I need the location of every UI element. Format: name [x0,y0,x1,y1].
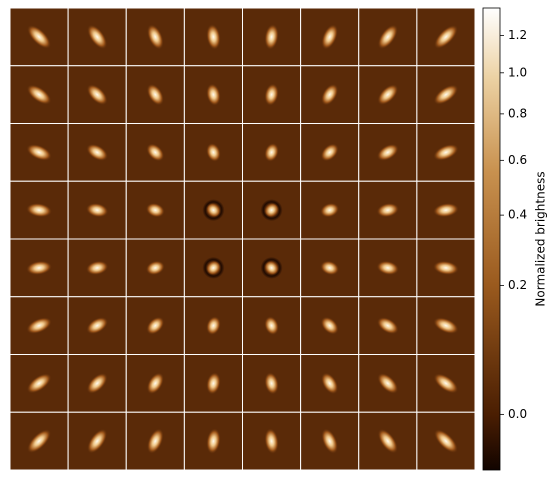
colorbar [482,7,501,471]
tile [125,296,185,355]
psf-spot [432,202,459,218]
psf-spot [377,24,398,50]
psf-ring [202,256,225,279]
psf-spot [26,144,52,161]
colorbar-tick-label: 1.0 [508,65,527,79]
psf-spot [264,428,279,455]
psf-spot [320,260,340,276]
psf-spot [87,24,108,50]
psf-spot [433,317,459,334]
psf-spot [321,24,339,50]
colorbar-tick-label: 1.2 [508,28,527,42]
psf-spot [264,83,279,106]
psf-spot [264,316,279,336]
psf-spot [433,429,458,454]
psf-spot [376,317,399,335]
colorbar-label: Normalized brightness [534,171,548,306]
psf-spot [26,260,53,276]
psf-spot [264,142,279,162]
psf-spot [27,429,52,454]
psf-spot [206,142,221,162]
tile [67,411,127,471]
psf-spot [26,317,52,334]
psf-spot [146,316,165,335]
psf-spot [206,428,221,455]
psf-spot [86,143,109,161]
psf-spot [377,372,399,394]
psf-spot [320,202,340,218]
psf-spot [376,260,400,276]
psf-spot [264,372,279,395]
psf-spot [264,23,279,50]
psf-spot [432,260,459,276]
psf-spot [146,83,164,106]
psf-spot [376,143,399,161]
psf-spot [206,83,221,106]
psf-spot [85,202,109,218]
psf-spot [146,428,164,454]
psf-spot [87,428,108,454]
psf-spot [321,428,339,454]
psf-spot [145,260,165,276]
psf-spot [86,317,109,335]
psf-spot [86,84,108,106]
colorbar-tick-label: 0.0 [508,407,527,421]
psf-ring [260,199,283,222]
psf-spot [206,316,221,336]
psf-spot [85,260,109,276]
psf-spot [320,143,339,162]
colorbar-tick-label: 0.6 [508,153,527,167]
psf-ring [260,256,283,279]
colorbar-tick-label: 0.8 [508,106,527,120]
psf-spot [146,372,164,395]
tile-grid [9,7,476,471]
colorbar-tick-label: 0.2 [508,278,527,292]
psf-spot [433,24,458,49]
psf-ring [202,199,225,222]
colorbar-tick-label: 0.4 [508,208,527,222]
psf-spot [145,202,165,218]
psf-spot [26,373,52,394]
psf-spot [206,372,221,395]
psf-spot [206,23,221,50]
psf-spot [377,428,398,454]
psf-spot [86,372,108,394]
psf-spot [321,83,339,106]
psf-spot [321,372,339,395]
psf-spot [146,24,164,50]
tile [300,296,360,355]
psf-spot [27,24,52,49]
psf-spot [377,84,399,106]
psf-spot [320,316,339,335]
psf-spot [433,84,459,105]
psf-spot [26,84,52,105]
psf-spot [26,202,53,218]
tile [125,238,185,298]
psf-spot [433,144,459,161]
psf-spot [376,202,400,218]
psf-spot [433,373,459,394]
psf-spot [146,143,165,162]
